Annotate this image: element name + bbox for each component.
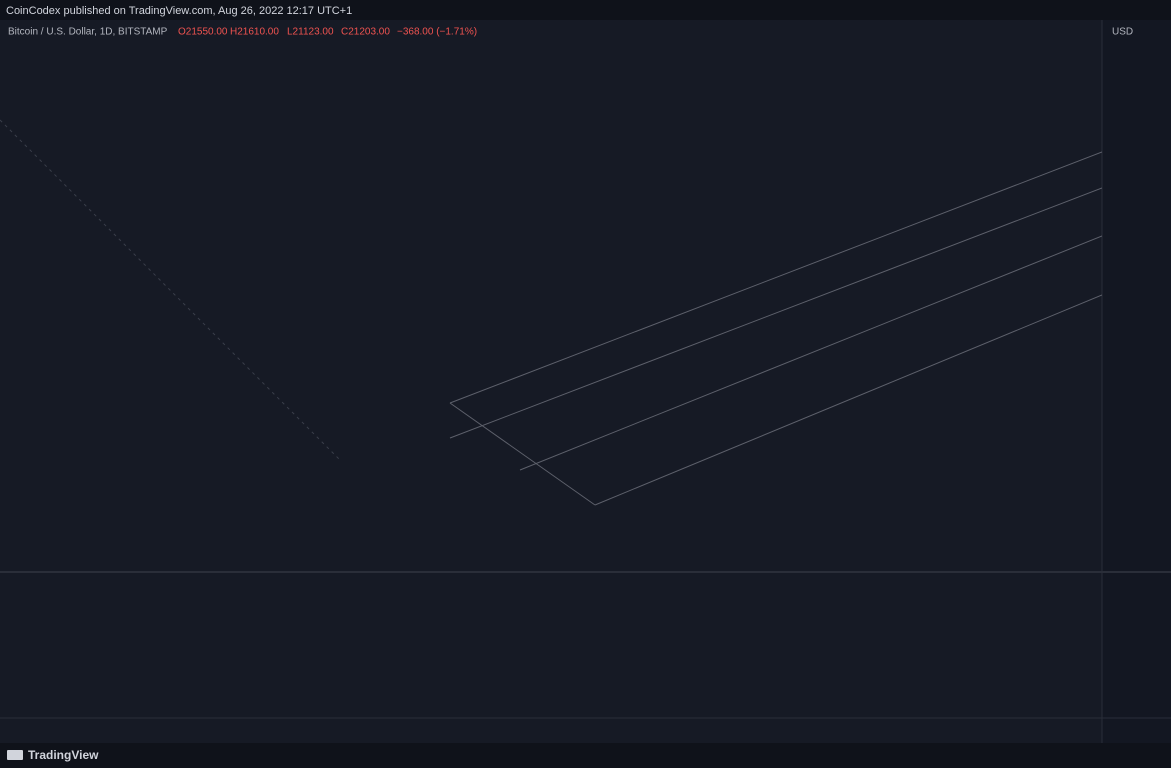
legend-high: H21610.00 [230,27,279,38]
channel-line [594,294,1102,506]
brand-name: TradingView [28,748,99,762]
trend-line [0,119,341,461]
legend-close: C21203.00 [341,27,390,38]
bottom-bar [0,743,1171,768]
drawings [0,119,1102,506]
channel-line [449,187,1102,439]
channel-line [449,151,1102,404]
publish-header: CoinCodex published on TradingView.com, … [6,5,352,17]
legend-change: −368.00 (−1.71%) [397,27,477,38]
legend-open: O21550.00 [178,27,228,38]
brand-logo: TradingView [7,748,99,762]
legend-low: L21123.00 [287,27,334,38]
logo-icon [7,750,23,760]
axis-currency: USD [1112,27,1133,38]
channel-line [449,402,596,506]
channel-line [519,235,1102,471]
price-axis [1102,20,1171,743]
symbol-title: Bitcoin / U.S. Dollar, 1D, BITSTAMP [8,27,168,38]
top-bar [0,0,1171,20]
